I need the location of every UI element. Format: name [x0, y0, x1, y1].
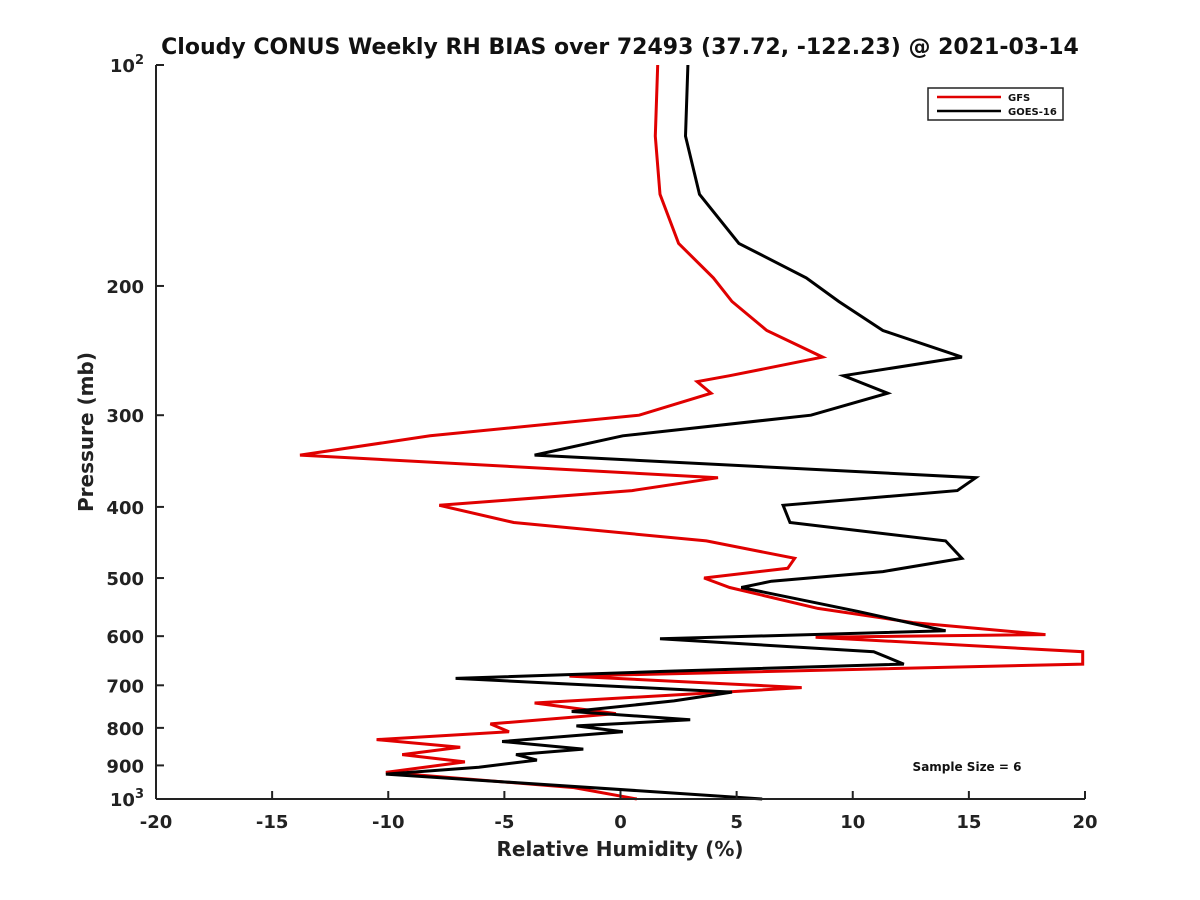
y-tick-label: 103 [110, 787, 144, 811]
y-tick-label-base: 300 [106, 406, 144, 427]
x-tick-label: 20 [1072, 812, 1097, 833]
legend-entry-label: GOES-16 [1008, 107, 1057, 118]
x-tick-label: -15 [256, 812, 289, 833]
y-tick-label: 800 [106, 719, 144, 740]
y-tick-label: 900 [106, 756, 144, 777]
plot-area [156, 65, 1085, 799]
y-tick-label-base: 400 [106, 498, 144, 519]
y-tick-label-exponent: 2 [135, 53, 144, 68]
series-layer [299, 64, 1085, 801]
x-tick-label: 10 [840, 812, 865, 833]
plot-background [156, 65, 1085, 799]
x-tick-label: 15 [956, 812, 981, 833]
y-tick-label: 600 [106, 627, 144, 648]
x-tick-label: 5 [730, 812, 743, 833]
y-tick-label: 102 [110, 53, 144, 77]
legend: GFS GOES-16 [927, 87, 1064, 121]
x-tick-label: -10 [372, 812, 405, 833]
y-tick-label: 400 [106, 498, 144, 519]
series-line-goes-16 [385, 64, 981, 801]
chart-title: Cloudy CONUS Weekly RH BIAS over 72493 (… [161, 35, 1079, 60]
y-tick-label-base: 10 [110, 790, 135, 811]
x-tick-label: -20 [140, 812, 173, 833]
y-tick-label-base: 800 [106, 719, 144, 740]
series-line-gfs [299, 64, 1085, 801]
y-tick-label-base: 900 [106, 756, 144, 777]
y-tick-label-base: 500 [106, 569, 144, 590]
y-tick-label-exponent: 3 [135, 787, 144, 802]
y-tick-label: 200 [106, 277, 144, 298]
y-tick-label: 500 [106, 569, 144, 590]
sample-size-annotation: Sample Size = 6 [913, 760, 1022, 774]
y-tick-label-base: 200 [106, 277, 144, 298]
y-tick-label: 700 [106, 676, 144, 697]
y-axis-label: Pressure (mb) [74, 352, 98, 512]
legend-box [927, 87, 1064, 121]
y-tick-label: 300 [106, 406, 144, 427]
x-axis-label: Relative Humidity (%) [496, 837, 743, 861]
x-tick-label: 0 [614, 812, 627, 833]
x-axis-ticks: -20 -15 -10 -5 0 5 10 15 20 [140, 791, 1098, 833]
x-tick-label: -5 [494, 812, 514, 833]
y-tick-label-base: 600 [106, 627, 144, 648]
y-tick-label-base: 700 [106, 676, 144, 697]
legend-entry-label: GFS [1008, 93, 1030, 104]
y-tick-label-base: 10 [110, 56, 135, 77]
